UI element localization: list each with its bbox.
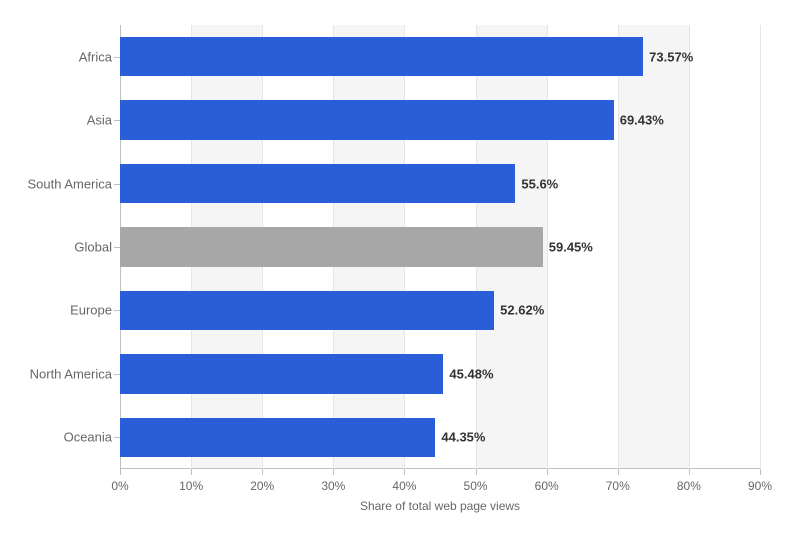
grid-line: [760, 25, 761, 469]
bar-row: Oceania44.35%: [120, 418, 760, 457]
bar: 59.45%: [120, 227, 543, 266]
x-tick-mark: [404, 469, 405, 475]
x-tick-label: 20%: [250, 479, 274, 493]
bar-value-label: 73.57%: [649, 49, 693, 64]
x-tick-mark: [333, 469, 334, 475]
x-tick-mark: [191, 469, 192, 475]
category-label: Asia: [87, 113, 112, 128]
bar-row: North America45.48%: [120, 354, 760, 393]
category-label: Oceania: [64, 430, 112, 445]
bar-value-label: 55.6%: [521, 176, 558, 191]
bar: 55.6%: [120, 164, 515, 203]
bar-row: South America55.6%: [120, 164, 760, 203]
x-tick-mark: [476, 469, 477, 475]
bar: 69.43%: [120, 100, 614, 139]
x-tick-mark: [120, 469, 121, 475]
bar: 44.35%: [120, 418, 435, 457]
x-tick-label: 50%: [464, 479, 488, 493]
x-tick-label: 60%: [535, 479, 559, 493]
x-tick-label: 0%: [111, 479, 128, 493]
chart-container: Share of total web page views 0% 10% 20% 30…: [20, 15, 780, 519]
x-axis: [120, 468, 760, 469]
bar-row: Africa73.57%: [120, 37, 760, 76]
category-label: Europe: [70, 303, 112, 318]
category-label: Africa: [79, 49, 112, 64]
x-tick-mark: [760, 469, 761, 475]
bar-value-label: 52.62%: [500, 303, 544, 318]
bar: 52.62%: [120, 291, 494, 330]
x-tick-label: 90%: [748, 479, 772, 493]
category-label: South America: [27, 176, 112, 191]
category-label: Global: [74, 239, 112, 254]
bar-value-label: 59.45%: [549, 239, 593, 254]
x-tick-label: 40%: [392, 479, 416, 493]
x-axis-title: Share of total web page views: [360, 499, 520, 513]
x-tick-label: 30%: [321, 479, 345, 493]
bar: 73.57%: [120, 37, 643, 76]
bar-row: Asia69.43%: [120, 100, 760, 139]
bar: 45.48%: [120, 354, 443, 393]
x-tick-label: 70%: [606, 479, 630, 493]
plot-area: Share of total web page views 0%10%20%30…: [120, 25, 760, 469]
category-label: North America: [30, 366, 112, 381]
bar-row: Europe52.62%: [120, 291, 760, 330]
x-tick-mark: [618, 469, 619, 475]
x-tick-label: 80%: [677, 479, 701, 493]
x-tick-label: 10%: [179, 479, 203, 493]
bar-row: Global59.45%: [120, 227, 760, 266]
x-tick-mark: [689, 469, 690, 475]
bar-value-label: 69.43%: [620, 113, 664, 128]
x-tick-mark: [262, 469, 263, 475]
bar-value-label: 45.48%: [449, 366, 493, 381]
bar-value-label: 44.35%: [441, 430, 485, 445]
x-tick-mark: [547, 469, 548, 475]
